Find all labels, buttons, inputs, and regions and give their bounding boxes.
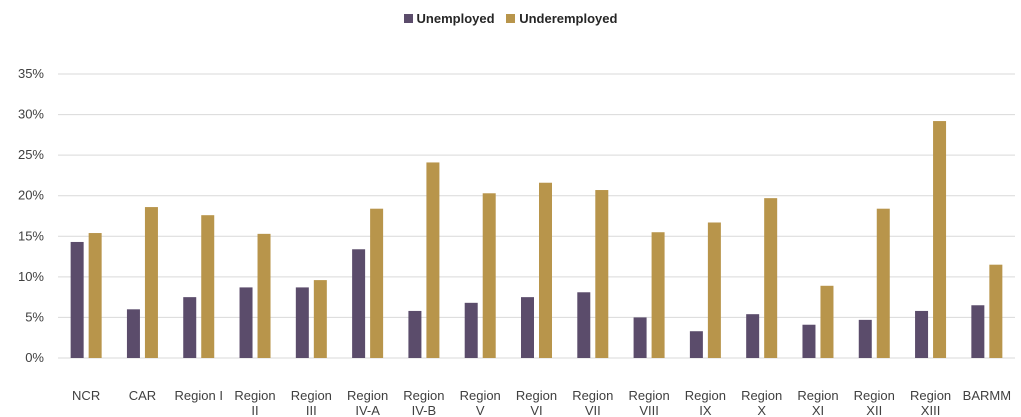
bar-unemployed-5	[352, 249, 366, 358]
x-category-label: BARMM	[963, 388, 1011, 403]
legend-swatch-underemployed	[506, 14, 516, 23]
x-category-label: Region X	[741, 388, 782, 417]
bar-unemployed-13	[802, 324, 816, 358]
bar-underemployed-4	[313, 280, 327, 358]
bar-unemployed-9	[577, 292, 591, 358]
bar-unemployed-1	[126, 309, 140, 358]
bar-underemployed-13	[820, 285, 834, 358]
x-category-label: Region XIII	[910, 388, 951, 417]
bar-unemployed-12	[746, 314, 760, 358]
y-tick-label: 15%	[18, 228, 44, 243]
y-tick-label: 35%	[18, 66, 44, 81]
x-category-label: Region IV-A	[347, 388, 388, 417]
bar-underemployed-16	[989, 264, 1003, 358]
bar-unemployed-2	[183, 297, 197, 358]
x-category-label: Region XI	[797, 388, 838, 417]
bar-unemployed-15	[915, 310, 929, 358]
x-category-label: Region I	[175, 388, 223, 403]
bar-underemployed-5	[370, 208, 384, 358]
bar-underemployed-14	[876, 208, 890, 358]
bar-underemployed-11	[707, 222, 721, 358]
x-category-label: Region IV-B	[403, 388, 444, 417]
x-category-label: Region VI	[516, 388, 557, 417]
legend-item-underemployed: Underemployed	[506, 11, 617, 26]
bar-underemployed-7	[482, 193, 496, 358]
x-category-label: Region XII	[854, 388, 895, 417]
y-tick-label: 20%	[18, 188, 44, 203]
bar-unemployed-7	[464, 302, 478, 358]
x-category-label: Region IX	[685, 388, 726, 417]
bar-underemployed-2	[201, 215, 215, 358]
bar-underemployed-0	[88, 233, 102, 358]
legend-label-unemployed: Unemployed	[416, 11, 495, 26]
legend-label-underemployed: Underemployed	[519, 11, 618, 26]
y-tick-label: 25%	[18, 147, 44, 162]
x-category-label: Region VIII	[628, 388, 669, 417]
legend-item-unemployed: Unemployed	[403, 11, 495, 26]
x-category-label: Region II	[234, 388, 275, 417]
bar-unemployed-10	[633, 317, 647, 358]
bar-underemployed-9	[595, 190, 609, 358]
x-category-label: Region VII	[572, 388, 613, 417]
x-category-label: Region V	[460, 388, 501, 417]
y-tick-label: 10%	[18, 269, 44, 284]
bar-underemployed-10	[651, 232, 665, 358]
legend-swatch-unemployed	[403, 14, 413, 23]
x-category-label: CAR	[129, 388, 156, 403]
legend: Unemployed Underemployed	[0, 11, 1021, 26]
y-tick-label: 5%	[25, 309, 44, 324]
bar-unemployed-11	[689, 331, 703, 358]
bar-underemployed-1	[144, 207, 158, 358]
bar-underemployed-6	[426, 162, 440, 358]
bar-unemployed-16	[971, 305, 985, 358]
bar-unemployed-8	[521, 297, 534, 358]
bar-underemployed-8	[539, 182, 552, 358]
bar-unemployed-14	[858, 319, 872, 358]
y-tick-label: 30%	[18, 107, 44, 122]
y-tick-label: 0%	[25, 350, 44, 365]
bar-unemployed-3	[239, 287, 253, 358]
x-category-label: Region III	[291, 388, 332, 417]
bar-unemployed-4	[295, 287, 309, 358]
bar-unemployed-6	[408, 310, 422, 358]
x-category-label: NCR	[72, 388, 100, 403]
bar-underemployed-15	[933, 121, 947, 358]
bar-underemployed-3	[257, 233, 271, 358]
bar-unemployed-0	[70, 241, 84, 358]
bar-underemployed-12	[764, 198, 778, 358]
